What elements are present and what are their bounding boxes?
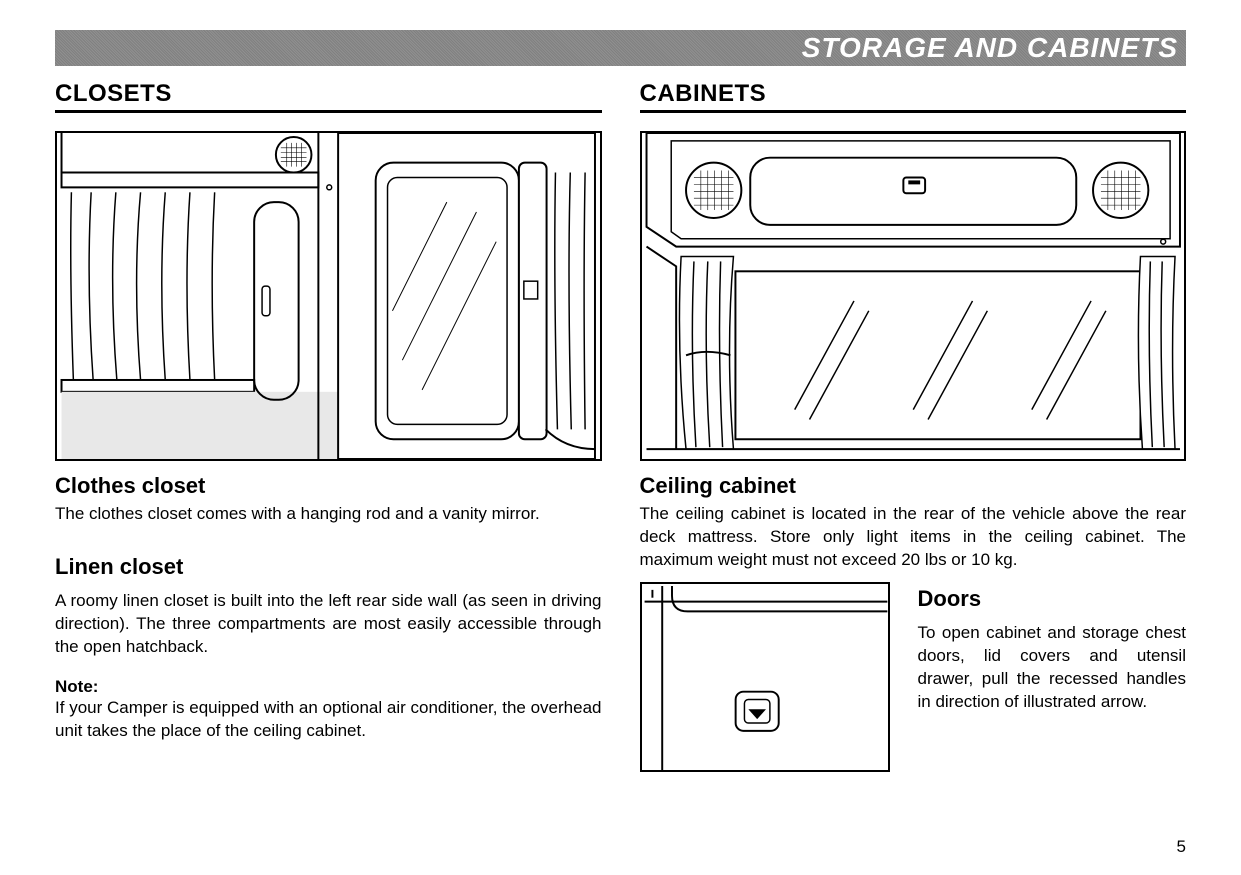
- section-title-closets: CLOSETS: [55, 80, 602, 113]
- linen-closet-body: A roomy linen closet is built into the l…: [55, 590, 602, 659]
- ceiling-cabinet-body: The ceiling cabinet is located in the re…: [640, 503, 1187, 572]
- clothes-closet-heading: Clothes closet: [55, 473, 602, 499]
- note-body: If your Camper is equipped with an optio…: [55, 697, 602, 743]
- door-handle-illustration: [640, 582, 890, 772]
- page-number: 5: [1177, 837, 1186, 857]
- header-title: STORAGE AND CABINETS: [802, 32, 1178, 64]
- left-column: CLOSETS: [55, 80, 602, 772]
- doors-text-column: Doors To open cabinet and storage chest …: [918, 582, 1187, 772]
- content-columns: CLOSETS: [55, 80, 1186, 772]
- section-title-cabinets: CABINETS: [640, 80, 1187, 113]
- doors-heading: Doors: [918, 586, 1187, 612]
- header-bar: STORAGE AND CABINETS: [55, 30, 1186, 66]
- doors-body: To open cabinet and storage chest doors,…: [918, 622, 1187, 714]
- note-label: Note:: [55, 677, 602, 697]
- closet-illustration: [55, 131, 602, 461]
- doors-row: Doors To open cabinet and storage chest …: [640, 582, 1187, 772]
- linen-closet-heading: Linen closet: [55, 554, 602, 580]
- cabinet-illustration: [640, 131, 1187, 461]
- clothes-closet-body: The clothes closet comes with a hanging …: [55, 503, 602, 526]
- ceiling-cabinet-heading: Ceiling cabinet: [640, 473, 1187, 499]
- right-column: CABINETS: [640, 80, 1187, 772]
